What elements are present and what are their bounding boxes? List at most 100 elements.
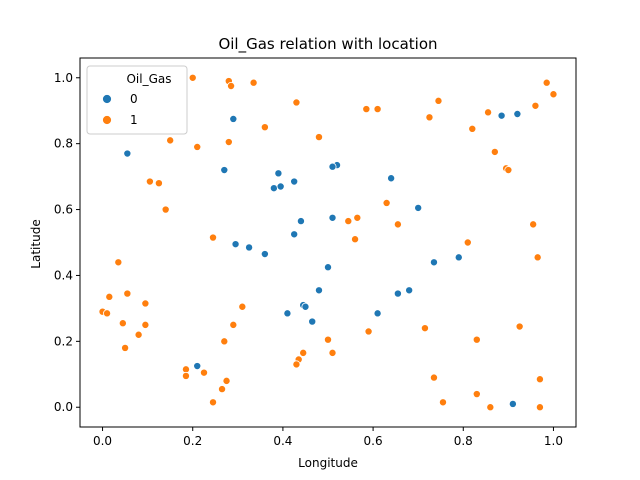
data-point-series-0 (276, 182, 285, 191)
data-point-series-0 (301, 302, 310, 311)
data-point-series-0 (414, 203, 423, 212)
y-tick-label: 0.8 (54, 137, 73, 151)
data-point-series-0 (314, 286, 323, 295)
legend-marker-0 (102, 94, 112, 104)
data-point-series-1 (344, 217, 353, 226)
data-point-series-1 (181, 365, 190, 374)
x-tick-label: 1.0 (544, 434, 563, 448)
data-point-series-1 (420, 324, 429, 333)
legend-box (86, 65, 188, 135)
data-point-series-1 (134, 330, 143, 339)
data-point-series-1 (199, 368, 208, 377)
data-point-series-1 (161, 205, 170, 214)
data-point-series-1 (535, 375, 544, 384)
data-point-series-1 (353, 213, 362, 222)
data-point-series-1 (105, 292, 114, 301)
legend-title: Oil_Gas (126, 72, 171, 86)
data-point-series-1 (227, 82, 236, 91)
legend-marker-1 (102, 115, 112, 125)
data-point-series-1 (193, 142, 202, 151)
data-point-series-1 (429, 373, 438, 382)
data-point-series-0 (220, 166, 229, 175)
x-tick-label: 0.0 (93, 434, 112, 448)
data-point-series-0 (393, 289, 402, 298)
data-point-series-1 (535, 403, 544, 412)
data-point-series-0 (328, 162, 337, 171)
data-point-series-1 (103, 309, 112, 318)
data-point-series-1 (299, 348, 308, 357)
data-point-series-0 (274, 169, 283, 178)
data-point-series-0 (387, 174, 396, 183)
data-point-series-0 (229, 114, 238, 123)
y-axis: 0.0 0.2 0.4 0.6 0.8 1.0 (54, 71, 80, 414)
data-point-series-1 (249, 78, 258, 87)
data-point-series-1 (463, 238, 472, 247)
data-point-series-1 (533, 253, 542, 262)
data-point-series-1 (362, 105, 371, 114)
y-axis-label: Latitude (29, 219, 43, 268)
data-point-series-0 (508, 399, 517, 408)
legend: Oil_Gas 0 1 (86, 65, 188, 135)
data-point-series-1 (351, 235, 360, 244)
data-point-series-1 (220, 337, 229, 346)
data-point-series-0 (497, 111, 506, 120)
data-point-series-1 (141, 320, 150, 329)
data-point-series-1 (229, 320, 238, 329)
data-point-series-0 (290, 230, 299, 239)
data-point-series-0 (405, 286, 414, 295)
data-point-series-0 (513, 110, 522, 119)
data-point-series-1 (434, 96, 443, 105)
data-point-series-1 (323, 335, 332, 344)
data-point-series-1 (222, 376, 231, 385)
data-point-series-1 (145, 177, 154, 186)
data-point-series-1 (515, 322, 524, 331)
x-tick-label: 0.2 (183, 434, 202, 448)
data-point-series-0 (231, 240, 240, 249)
data-point-series-0 (296, 217, 305, 226)
data-point-series-1 (504, 166, 513, 175)
data-point-series-1 (438, 398, 447, 407)
data-point-series-1 (209, 398, 218, 407)
data-point-series-1 (472, 390, 481, 399)
data-point-series-0 (269, 184, 278, 193)
legend-label-1: 1 (130, 113, 138, 127)
data-point-series-0 (308, 317, 317, 326)
y-tick-label: 0.2 (54, 334, 73, 348)
data-point-series-1 (209, 233, 218, 242)
data-points (98, 73, 558, 412)
data-point-series-1 (154, 179, 163, 188)
data-point-series-0 (123, 149, 132, 158)
legend-label-0: 0 (130, 92, 138, 106)
data-point-series-0 (290, 177, 299, 186)
data-point-series-1 (425, 113, 434, 122)
plot-area (79, 57, 577, 428)
data-point-series-1 (166, 136, 175, 145)
data-point-series-0 (245, 243, 254, 252)
y-tick-label: 0.6 (54, 203, 73, 217)
data-point-series-0 (323, 263, 332, 272)
data-point-series-1 (292, 360, 301, 369)
data-point-series-1 (238, 302, 247, 311)
data-point-series-1 (549, 90, 558, 99)
data-point-series-1 (224, 138, 233, 147)
data-point-series-1 (260, 123, 269, 132)
data-point-series-1 (486, 403, 495, 412)
data-point-series-1 (531, 101, 540, 110)
data-point-series-1 (181, 371, 190, 380)
data-point-series-1 (373, 105, 382, 114)
x-tick-label: 0.6 (364, 434, 383, 448)
data-point-series-1 (218, 385, 227, 394)
chart-title: Oil_Gas relation with location (218, 35, 437, 54)
plot-frame (79, 57, 577, 428)
data-point-series-0 (328, 213, 337, 222)
data-point-series-1 (328, 348, 337, 357)
data-point-series-1 (314, 133, 323, 142)
data-point-series-1 (292, 98, 301, 107)
data-point-series-1 (529, 220, 538, 229)
data-point-series-0 (283, 309, 292, 318)
x-tick-label: 0.8 (454, 434, 473, 448)
data-point-series-0 (193, 362, 202, 371)
x-axis: 0.0 0.2 0.4 0.6 0.8 1.0 (93, 427, 563, 448)
data-point-series-1 (484, 108, 493, 117)
